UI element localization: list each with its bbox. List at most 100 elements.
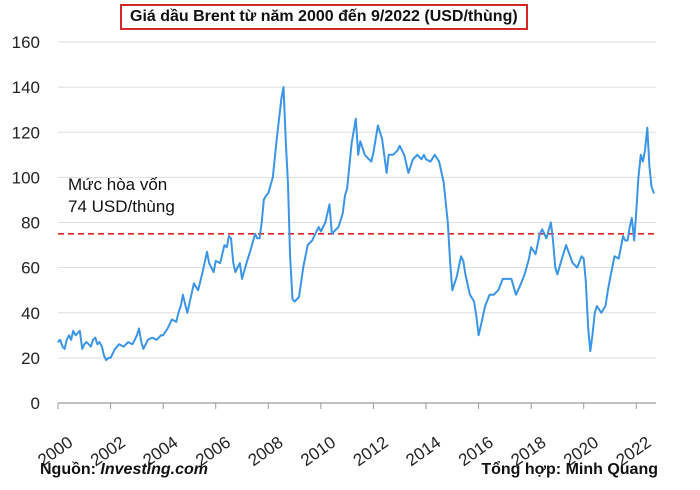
data-point: [539, 233, 541, 235]
data-point: [447, 221, 449, 224]
data-point: [368, 158, 370, 160]
data-point: [504, 278, 506, 280]
data-point: [307, 244, 309, 246]
compiler-note: Tổng hợp: Minh Quang: [481, 461, 658, 478]
data-point: [565, 244, 567, 246]
data-point: [107, 357, 110, 359]
data-point: [342, 212, 344, 215]
data-point: [451, 289, 453, 291]
data-point: [502, 278, 504, 280]
data-point: [484, 305, 486, 307]
data-point: [160, 334, 162, 336]
data-point: [629, 226, 631, 228]
x-tick-label: 2014: [402, 433, 444, 470]
data-point: [94, 336, 96, 339]
annotation-line-1: Mức hòa vốn: [68, 175, 168, 194]
brent-price-line: [57, 86, 655, 362]
data-point: [162, 334, 164, 336]
data-point: [208, 262, 210, 264]
data-point: [477, 334, 480, 336]
annotation-line-2: 74 USD/thùng: [68, 197, 175, 216]
data-point: [392, 154, 394, 156]
data-point: [572, 262, 574, 264]
data-point: [624, 239, 626, 242]
data-point: [622, 235, 624, 237]
data-point: [633, 239, 635, 242]
data-point: [239, 262, 241, 264]
data-point: [182, 294, 184, 296]
data-point: [425, 158, 427, 160]
data-point: [530, 246, 532, 248]
data-point: [493, 294, 495, 296]
data-point: [372, 151, 375, 154]
data-point: [407, 172, 409, 174]
data-point: [545, 237, 547, 239]
data-point: [186, 312, 188, 314]
grid-lines: [58, 41, 656, 404]
y-axis: 0 20 40 60 80 100 120 140 160: [12, 33, 40, 413]
data-point: [142, 348, 145, 350]
data-point: [589, 350, 591, 352]
data-point: [57, 341, 59, 343]
data-point: [105, 359, 107, 361]
source-label: Nguồn:: [40, 461, 101, 478]
data-point: [118, 343, 120, 345]
breakeven-annotation: Mức hòa vốn 74 USD/thùng: [68, 174, 175, 218]
data-point: [134, 339, 136, 341]
data-point: [587, 327, 589, 330]
data-point: [331, 233, 333, 235]
data-point: [554, 267, 556, 269]
data-point: [267, 192, 269, 194]
data-point: [434, 154, 436, 156]
data-point: [600, 312, 602, 314]
data-point: [201, 271, 204, 273]
data-point: [101, 345, 103, 348]
data-point: [263, 199, 265, 201]
y-tick-label: 100: [12, 168, 40, 187]
data-point: [635, 210, 637, 212]
data-point: [416, 154, 418, 156]
data-point: [644, 149, 646, 151]
y-tick-label: 160: [12, 33, 40, 52]
data-point: [92, 339, 94, 341]
data-point: [460, 255, 462, 257]
data-point: [359, 140, 361, 142]
data-point: [272, 176, 274, 178]
x-tick-label: 2012: [350, 433, 392, 470]
data-point: [83, 343, 85, 345]
data-point: [523, 273, 526, 275]
data-point: [79, 330, 81, 332]
data-point: [637, 176, 639, 178]
data-point: [226, 246, 228, 248]
data-point: [515, 294, 517, 296]
data-point: [388, 154, 390, 156]
data-point: [302, 267, 304, 269]
data-point: [489, 294, 491, 296]
data-point: [596, 305, 598, 307]
data-point: [443, 181, 445, 183]
data-point: [561, 258, 563, 260]
data-point: [66, 339, 68, 341]
data-point: [650, 185, 653, 187]
data-point: [114, 348, 116, 350]
data-point: [215, 260, 217, 262]
data-point: [147, 339, 149, 341]
data-point: [370, 160, 372, 163]
data-point: [123, 345, 125, 348]
data-point: [59, 339, 61, 341]
data-point: [223, 244, 225, 246]
data-point: [261, 221, 263, 224]
data-point: [256, 237, 258, 239]
data-point: [236, 267, 239, 269]
data-point: [576, 267, 578, 269]
data-point: [583, 258, 585, 260]
data-point: [138, 327, 140, 330]
data-point: [397, 149, 399, 151]
data-point: [70, 339, 72, 341]
data-point: [604, 305, 607, 307]
x-tick-label: 2008: [245, 433, 287, 470]
data-point: [228, 235, 230, 237]
data-point: [594, 312, 596, 314]
data-point: [136, 334, 138, 336]
data-point: [464, 273, 467, 275]
